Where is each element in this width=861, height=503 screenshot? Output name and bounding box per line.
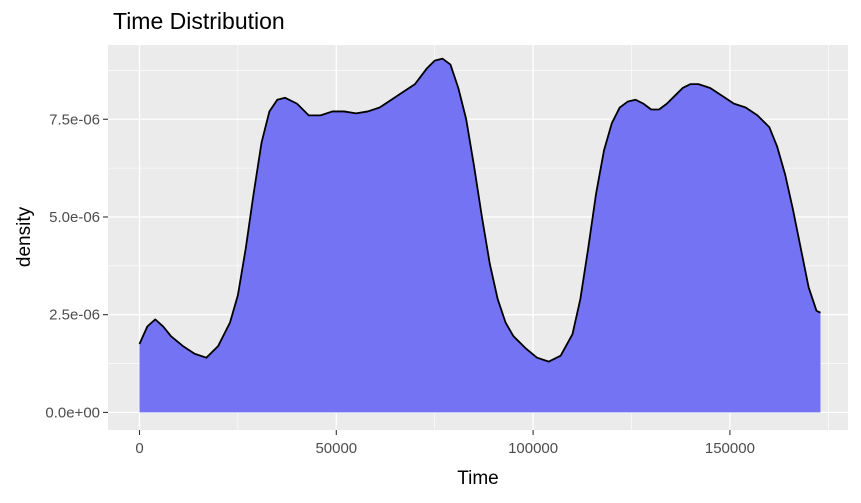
x-tick-label: 100000 [508, 440, 558, 457]
y-tick-label: 0.0e+00 [45, 404, 100, 421]
x-tick-label: 0 [135, 440, 143, 457]
x-tick-label: 50000 [315, 440, 357, 457]
x-tick-label: 150000 [705, 440, 755, 457]
y-axis-title: density [14, 206, 35, 267]
density-outline [138, 57, 821, 363]
chart-title: Time Distribution [113, 8, 285, 34]
y-tick-label: 5.0e-06 [49, 209, 100, 226]
density-area [139, 58, 821, 413]
y-tick-label: 2.5e-06 [49, 307, 100, 324]
x-axis: 0 50000 100000 150000 [135, 430, 755, 457]
y-axis: 0.0e+00 2.5e-06 5.0e-06 7.5e-06 [45, 111, 108, 421]
y-tick-label: 7.5e-06 [49, 111, 100, 128]
x-axis-title: Time [457, 468, 499, 489]
